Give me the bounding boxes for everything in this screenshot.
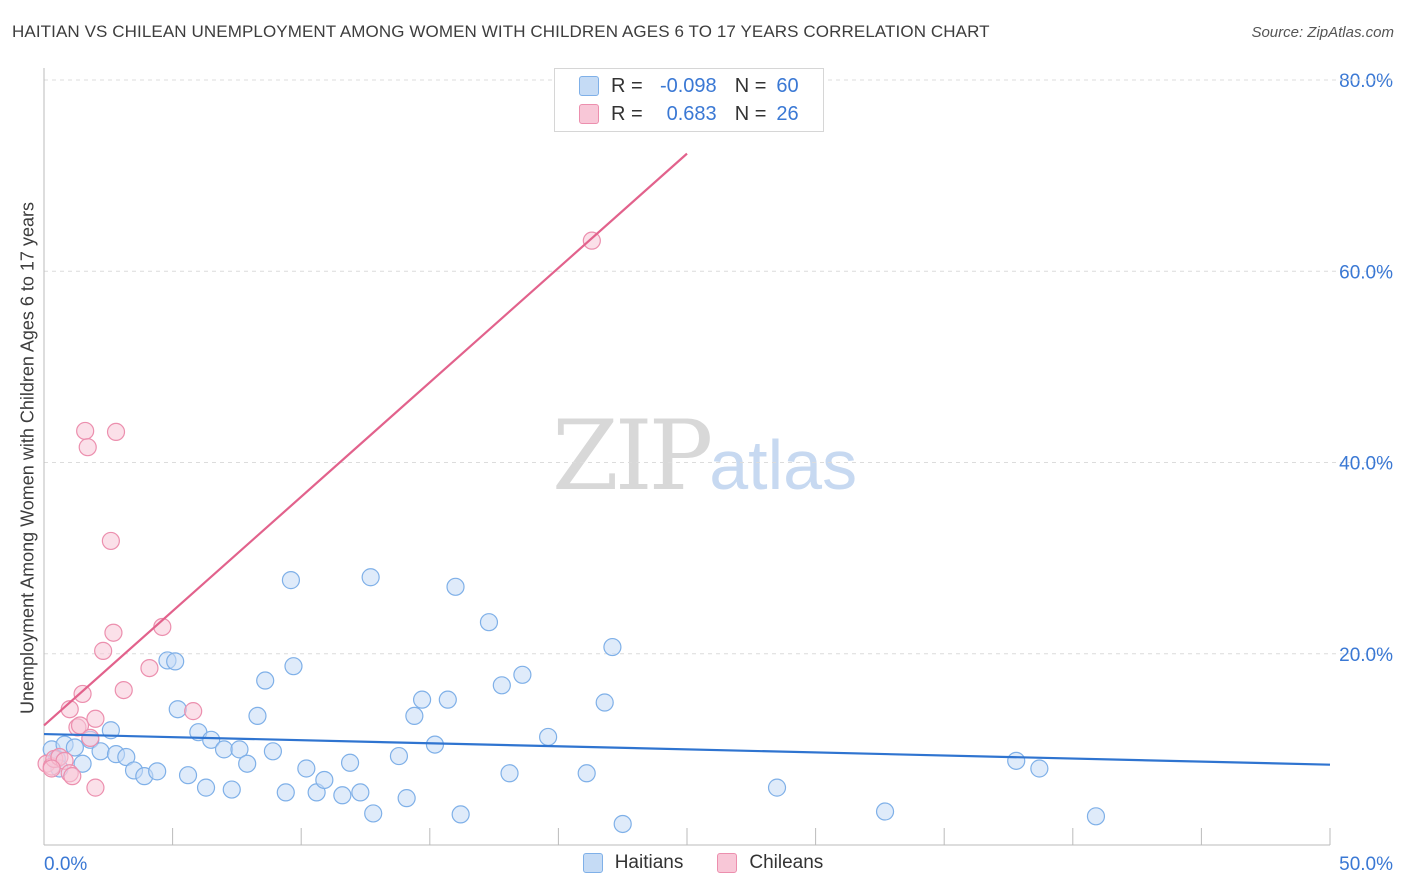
legend-r-value: 0.683 bbox=[666, 102, 717, 125]
legend-label-chileans: Chileans bbox=[749, 852, 824, 873]
data-point-haitians bbox=[1007, 751, 1026, 770]
legend-n-value: 60 bbox=[776, 74, 799, 97]
data-point-haitians bbox=[263, 742, 283, 761]
data-point-haitians bbox=[65, 738, 84, 757]
data-point-haitians bbox=[333, 786, 352, 805]
y-tick-label: 20.0% bbox=[1339, 645, 1393, 666]
data-point-chileans bbox=[106, 422, 126, 441]
data-point-chileans bbox=[63, 767, 82, 786]
chart-title: HAITIAN VS CHILEAN UNEMPLOYMENT AMONG WO… bbox=[12, 22, 990, 41]
legend-r-label: R = bbox=[611, 74, 643, 97]
data-point-haitians bbox=[479, 613, 499, 632]
data-point-haitians bbox=[230, 740, 249, 759]
data-point-haitians bbox=[875, 802, 895, 821]
data-point-haitians bbox=[513, 665, 532, 684]
data-point-haitians bbox=[595, 693, 614, 712]
data-point-haitians bbox=[1030, 759, 1049, 778]
data-point-chileans bbox=[42, 759, 61, 778]
data-point-chileans bbox=[78, 438, 97, 457]
legend-r-value: -0.098 bbox=[659, 74, 717, 97]
data-point-haitians bbox=[1086, 807, 1106, 826]
y-axis-label: Unemployment Among Women with Children A… bbox=[17, 202, 38, 714]
legend-swatch-haitians bbox=[582, 853, 603, 873]
x-tick-label: 50.0% bbox=[1339, 854, 1393, 875]
data-point-chileans bbox=[104, 623, 123, 642]
y-tick-label: 40.0% bbox=[1339, 454, 1393, 475]
data-point-haitians bbox=[539, 727, 558, 747]
correlation-legend: R = -0.098 N = 60 R = 0.683 N = 26 bbox=[554, 68, 824, 132]
data-point-haitians bbox=[340, 753, 360, 772]
data-point-chileans bbox=[94, 641, 113, 660]
data-point-haitians bbox=[315, 770, 334, 790]
data-point-chileans bbox=[76, 421, 95, 441]
data-point-chileans bbox=[101, 531, 120, 551]
data-point-haitians bbox=[405, 706, 424, 726]
data-point-haitians bbox=[117, 747, 136, 767]
data-point-haitians bbox=[202, 730, 221, 749]
legend-row-chileans: R = 0.683 N = 26 bbox=[579, 101, 799, 127]
legend-n-label: N = bbox=[734, 102, 767, 125]
data-point-haitians bbox=[767, 778, 787, 797]
data-point-haitians bbox=[297, 759, 316, 778]
data-point-chileans bbox=[114, 680, 133, 700]
legend-r-label: R = bbox=[611, 102, 643, 125]
data-point-chileans bbox=[184, 702, 203, 721]
data-point-haitians bbox=[256, 671, 275, 690]
legend-item-haitians: Haitians bbox=[582, 852, 684, 874]
legend-n-label: N = bbox=[734, 74, 767, 97]
data-point-haitians bbox=[351, 783, 370, 802]
data-point-haitians bbox=[438, 690, 457, 709]
trend-line-haitians bbox=[43, 732, 1331, 766]
data-point-haitians bbox=[492, 676, 511, 695]
legend-n-value: 26 bbox=[776, 102, 799, 125]
data-point-haitians bbox=[500, 764, 519, 783]
data-point-haitians bbox=[603, 637, 622, 657]
data-point-haitians bbox=[248, 706, 267, 726]
data-point-haitians bbox=[214, 740, 234, 759]
data-point-haitians bbox=[178, 766, 198, 785]
data-point-haitians bbox=[397, 789, 416, 808]
data-point-haitians bbox=[361, 568, 380, 587]
data-point-haitians bbox=[168, 700, 187, 719]
legend-row-haitians: R = -0.098 N = 60 bbox=[579, 73, 799, 99]
y-tick-label: 80.0% bbox=[1339, 71, 1393, 92]
data-point-haitians bbox=[577, 764, 596, 783]
data-point-haitians bbox=[613, 814, 632, 834]
data-point-haitians bbox=[276, 783, 295, 802]
data-point-haitians bbox=[281, 571, 301, 590]
data-point-haitians bbox=[389, 746, 409, 766]
data-point-haitians bbox=[73, 754, 92, 773]
data-point-chileans bbox=[86, 709, 105, 728]
data-point-haitians bbox=[166, 652, 185, 671]
data-point-chileans bbox=[582, 231, 601, 250]
legend-swatch-chileans bbox=[579, 104, 599, 124]
data-point-haitians bbox=[451, 805, 470, 824]
data-point-haitians bbox=[446, 577, 465, 596]
series-legend: Haitians Chileans bbox=[0, 852, 1406, 874]
data-point-chileans bbox=[81, 728, 100, 748]
legend-swatch-haitians bbox=[579, 76, 599, 96]
source-label: Source: ZipAtlas.com bbox=[1251, 24, 1394, 41]
data-point-haitians bbox=[238, 754, 257, 773]
data-point-haitians bbox=[148, 762, 167, 781]
y-tick-label: 60.0% bbox=[1339, 262, 1393, 283]
legend-item-chileans: Chileans bbox=[717, 852, 823, 874]
data-point-chileans bbox=[140, 658, 159, 678]
data-point-chileans bbox=[86, 778, 105, 797]
data-point-haitians bbox=[196, 778, 216, 797]
data-point-haitians bbox=[364, 804, 383, 823]
x-tick-label: 0.0% bbox=[44, 854, 87, 875]
trend-line-chileans bbox=[43, 152, 688, 727]
data-point-haitians bbox=[284, 657, 303, 676]
data-point-haitians bbox=[222, 780, 241, 799]
legend-label-haitians: Haitians bbox=[614, 852, 684, 873]
data-point-haitians bbox=[412, 690, 432, 709]
data-point-chileans bbox=[73, 684, 92, 704]
legend-swatch-chileans bbox=[717, 853, 738, 873]
